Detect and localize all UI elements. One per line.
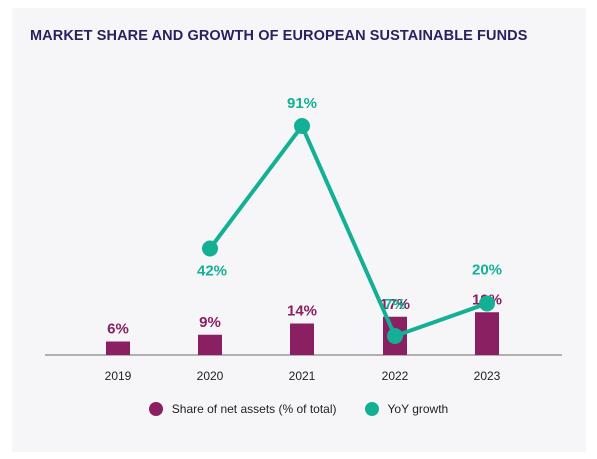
- growth-point-2022: [387, 328, 403, 344]
- legend-label-share: Share of net assets (% of total): [171, 402, 337, 416]
- bar-2019: [106, 341, 130, 355]
- x-tick-label-2020: 2020: [197, 369, 224, 383]
- bar-2021: [290, 323, 314, 355]
- x-tick-label-2023: 2023: [474, 369, 501, 383]
- bar-2020: [198, 334, 222, 355]
- growth-point-2021: [294, 118, 310, 134]
- legend-label-growth: YoY growth: [387, 402, 449, 416]
- legend-item-share: Share of net assets (% of total): [148, 402, 337, 416]
- growth-label-2022: 7%: [384, 296, 406, 313]
- bar-label-2021: 14%: [287, 303, 317, 320]
- growth-label-2023: 20%: [472, 262, 502, 279]
- growth-point-2023: [479, 295, 495, 312]
- legend-item-growth: YoY growth: [364, 402, 449, 416]
- chart-title: MARKET SHARE AND GROWTH OF EUROPEAN SUST…: [30, 28, 528, 44]
- legend-swatch-share: [148, 402, 163, 416]
- bar-label-2022: 17%: [380, 296, 410, 313]
- x-tick-label-2022: 2022: [382, 369, 409, 383]
- growth-point-2020: [202, 240, 218, 257]
- growth-label-2021: 91%: [287, 95, 317, 112]
- bar-2023: [475, 312, 499, 355]
- growth-line: [208, 124, 488, 338]
- legend-swatch-growth: [364, 402, 379, 416]
- chart-card: [12, 8, 586, 452]
- growth-label-2020: 42%: [197, 263, 227, 280]
- x-tick-label-2019: 2019: [105, 369, 132, 383]
- x-tick-label-2021: 2021: [289, 369, 316, 383]
- bar-label-2019: 6%: [107, 321, 129, 338]
- legend: Share of net assets (% of total) YoY gro…: [0, 402, 597, 416]
- bar-label-2020: 9%: [199, 314, 221, 331]
